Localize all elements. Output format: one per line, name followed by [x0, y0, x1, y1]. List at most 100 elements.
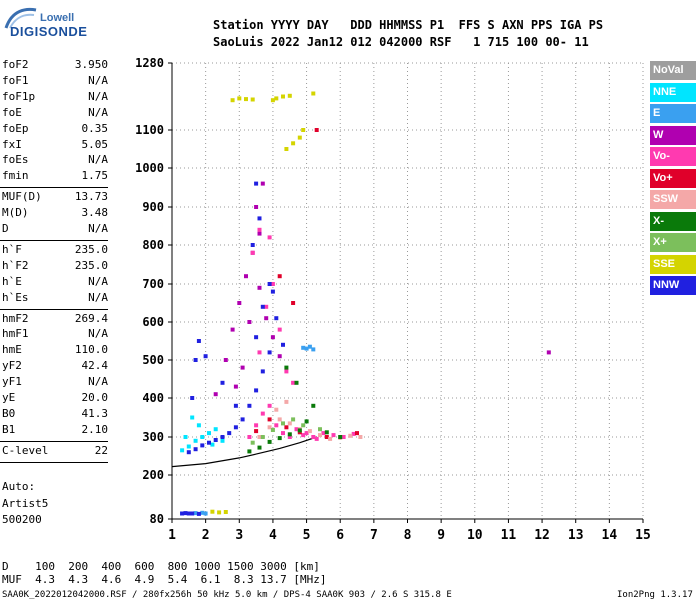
logo-line1: Lowell: [40, 12, 75, 24]
data-point-sse: [291, 141, 296, 146]
data-point-sse: [270, 98, 275, 103]
data-point-sse: [297, 135, 302, 140]
param-row: B1 2.10: [2, 423, 108, 439]
data-point-e: [203, 511, 208, 516]
data-point-x-: [301, 423, 306, 428]
data-point-sse: [217, 510, 222, 515]
data-point-sse: [250, 97, 255, 102]
param-name: M(D): [2, 206, 29, 220]
data-point-x-: [284, 365, 289, 370]
param-row: foEs N/A: [2, 153, 108, 169]
data-point-w: [244, 274, 248, 279]
data-point-nnw: [240, 417, 245, 422]
data-point-nne: [196, 423, 201, 428]
y-tick-label: 700: [142, 277, 164, 291]
x-tick-label: 5: [303, 528, 311, 543]
param-value: N/A: [88, 89, 108, 103]
data-point-w: [546, 350, 551, 355]
data-point-nnw: [200, 443, 205, 448]
param-row: fxI 5.05: [2, 138, 108, 154]
data-point-nnw: [233, 403, 238, 408]
legend-item-x-: X-: [650, 211, 696, 231]
param-name: hmF1: [2, 327, 29, 341]
data-point-nnw: [193, 447, 198, 452]
param-name: C-level: [2, 443, 49, 457]
auto-label: Auto:: [2, 480, 36, 493]
header-line2: SaoLuis 2022 Jan12 012 042000 RSF 1 715 …: [213, 35, 589, 49]
footer-version: Ion2Png 1.3.17: [617, 590, 693, 600]
data-point-nnw: [227, 431, 232, 436]
data-point-nnw: [196, 511, 201, 516]
data-point-nnw: [190, 396, 195, 400]
legend-item-sse: SSE: [650, 254, 696, 274]
data-point-vo-: [254, 423, 259, 428]
param-value: N/A: [88, 290, 108, 304]
param-value: 3.950: [74, 58, 108, 71]
param-row: fmin 1.75: [2, 169, 108, 185]
param-name: D: [2, 222, 9, 235]
data-point-nne: [210, 442, 215, 447]
param-value: 22: [94, 443, 108, 457]
data-point-w: [213, 392, 218, 397]
data-point-e: [311, 347, 316, 352]
data-point-vo-: [257, 350, 262, 355]
data-point-nnw: [274, 316, 279, 321]
param-value: N/A: [88, 327, 108, 341]
data-point-x-: [324, 430, 329, 435]
param-value: N/A: [88, 73, 108, 87]
data-point-vo-: [277, 327, 282, 332]
param-separator: [0, 440, 108, 442]
distance-row: D 100 200 400 600 800 1000 1500 3000 [km…: [2, 560, 320, 573]
data-point-vo-: [311, 435, 316, 439]
data-point-ssw: [267, 425, 272, 430]
data-point-sse: [311, 91, 316, 96]
data-point-nnw: [233, 425, 238, 430]
data-point-e: [193, 511, 198, 516]
param-row: M(D) 3.48: [2, 206, 108, 222]
data-point-vo-: [267, 417, 272, 422]
header-line1: Station YYYY DAY DDD HHMMSS P1 FFS S AXN…: [213, 18, 604, 32]
y-tick-label: 800: [142, 238, 164, 252]
y-tick-label: 300: [142, 430, 164, 444]
x-tick-label: 7: [370, 528, 378, 543]
data-point-nnw: [270, 289, 275, 294]
data-point-nnw: [257, 216, 262, 221]
param-separator: [0, 187, 108, 189]
data-point-ssw: [318, 433, 322, 438]
data-points: [171, 91, 551, 516]
data-point-nnw: [207, 440, 211, 445]
data-point-w: [270, 335, 275, 340]
data-point-w: [257, 285, 262, 290]
y-tick-label: 600: [142, 315, 164, 329]
data-point-w: [257, 231, 262, 236]
data-point-sse: [237, 96, 242, 101]
logo-line2: DIGISONDE: [10, 24, 88, 39]
param-row: h`F2 235.0: [2, 259, 108, 275]
param-name: hmF2: [2, 311, 29, 325]
param-row: yE 20.0: [2, 391, 108, 407]
y-tick-label: 500: [142, 353, 164, 367]
y-tick-label: 1280: [135, 56, 164, 70]
param-value: 0.35: [81, 121, 109, 135]
data-point-ssw: [277, 417, 282, 422]
parameters-panel: foF2 3.950 foF1 N/A foF1p N/A foE N/A foEp 0.35 fx…: [0, 0, 110, 600]
artist-label: Artist5: [2, 497, 49, 510]
data-point-nne: [180, 448, 185, 453]
param-row: yF2 42.4: [2, 359, 108, 375]
param-row: foEp 0.35: [2, 122, 108, 138]
data-point-x-: [304, 419, 309, 424]
param-value: 5.05: [81, 137, 109, 151]
logo-swoosh-icon: [4, 7, 37, 29]
y-tick-label: 400: [142, 391, 164, 405]
y-tick-label: 80: [150, 512, 164, 526]
param-name: foE: [2, 105, 22, 119]
data-point-vo-: [257, 227, 262, 232]
data-point-vo-: [341, 435, 346, 439]
legend-item-vo-: Vo-: [650, 147, 696, 166]
data-point-nnw: [213, 438, 218, 442]
param-name: fxI: [2, 137, 22, 151]
data-point-x-: [297, 428, 302, 433]
data-point-ssw: [307, 429, 312, 434]
y-tick-label: 200: [142, 468, 164, 482]
data-point-e: [301, 345, 306, 350]
